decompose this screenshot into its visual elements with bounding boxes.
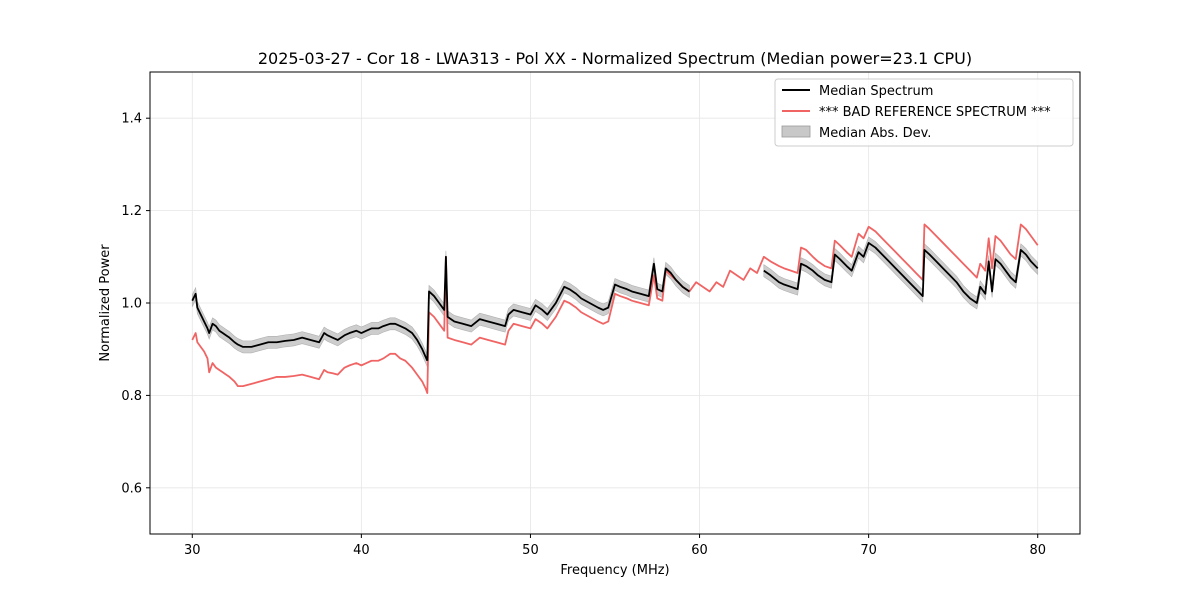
y-tick-label: 0.8 [121,389,142,404]
median-spectrum-line [191,292,429,362]
y-tick-label: 1.2 [121,204,142,219]
y-tick-label: 0.6 [121,481,142,496]
legend-mad-swatch [781,125,811,138]
series-group [191,223,1039,394]
legend-median-label: Median Spectrum [819,84,933,99]
y-axis-label: Normalized Power [98,244,113,362]
legend-mad-label: Median Abs. Dev. [819,126,931,141]
x-tick-label: 60 [691,543,708,558]
x-tick-label: 30 [184,543,201,558]
x-axis: 30 40 50 60 70 80 [184,534,1046,558]
legend: Median Spectrum *** BAD REFERENCE SPECTR… [774,78,1074,147]
x-axis-label: Frequency (MHz) [560,563,669,578]
x-tick-label: 40 [353,543,370,558]
legend-frame [774,78,1074,147]
legend-reference-label: *** BAD REFERENCE SPECTRUM *** [819,105,1051,120]
y-tick-label: 1.4 [121,112,142,127]
x-tick-label: 50 [522,543,539,558]
median-spectrum-line [763,242,1039,304]
median-spectrum-line [426,255,690,361]
x-tick-label: 70 [860,543,877,558]
x-tick-label: 80 [1029,543,1046,558]
reference-spectrum-line [191,223,1039,394]
y-axis: 0.6 0.8 1.0 1.2 1.4 [121,112,150,496]
chart-title: 2025-03-27 - Cor 18 - LWA313 - Pol XX - … [258,49,972,68]
y-tick-label: 1.0 [121,297,142,312]
mad-band [427,250,690,367]
